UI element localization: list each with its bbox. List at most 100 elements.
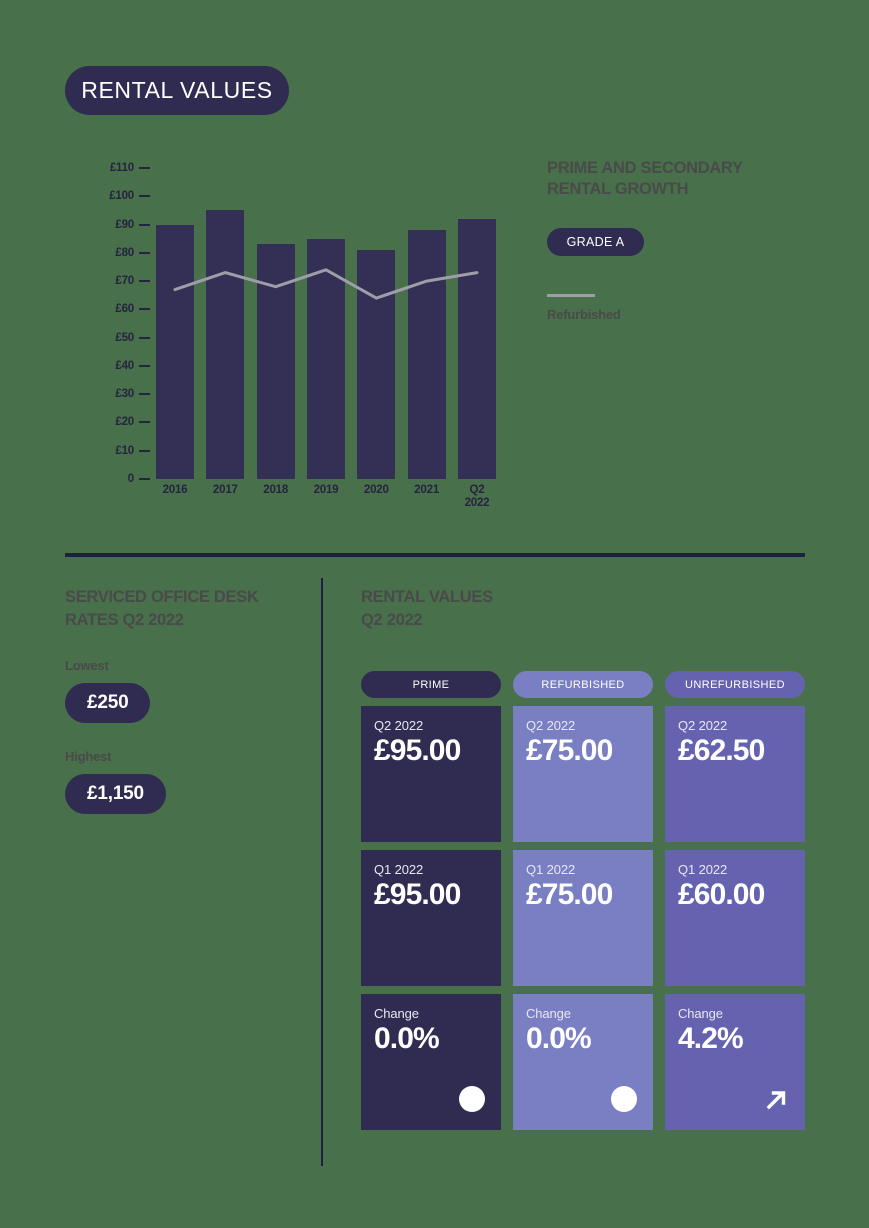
rental-growth-chart: £110 £100 £90 £80 £70 £60 £50 £40 £30 £20 £10 0 201… bbox=[90, 160, 510, 535]
column-header-label: REFURBISHED bbox=[541, 678, 625, 691]
card-value: £75.00 bbox=[526, 878, 613, 911]
arrow-up-right-icon bbox=[763, 1086, 789, 1112]
card-value: £62.50 bbox=[678, 734, 765, 767]
card-period-label: Q1 2022 bbox=[526, 862, 576, 877]
change-card: Change 4.2% bbox=[665, 994, 805, 1130]
column-header-label: UNREFURBISHED bbox=[685, 678, 785, 691]
chart-y-tick: £60 bbox=[115, 302, 150, 316]
chart-y-tick-label: £70 bbox=[115, 275, 134, 288]
chart-bar bbox=[357, 250, 396, 479]
card-value: £95.00 bbox=[374, 878, 461, 911]
legend-line-swatch-icon bbox=[547, 294, 595, 297]
chart-y-tick: £40 bbox=[115, 359, 150, 373]
chart-y-tick-dash-icon bbox=[139, 223, 150, 226]
chart-y-tick: £30 bbox=[115, 387, 150, 401]
chart-x-tick-label: Q2 2022 bbox=[458, 484, 496, 510]
current-period-card: Q2 2022 £95.00 bbox=[361, 706, 501, 842]
desk-rates-title: SERVICED OFFICE DESK RATES Q2 2022 bbox=[65, 586, 305, 632]
card-period-label: Change bbox=[374, 1006, 419, 1021]
chart-y-tick-dash-icon bbox=[139, 167, 150, 169]
card-value: 0.0% bbox=[526, 1022, 592, 1055]
chart-y-axis: £110 £100 £90 £80 £70 £60 £50 £40 £30 £20 £10 0 bbox=[90, 160, 150, 490]
page-title: RENTAL VALUES bbox=[81, 77, 273, 103]
card-period-label: Q2 2022 bbox=[374, 718, 424, 733]
highest-value: £1,150 bbox=[87, 783, 144, 804]
highest-value-badge: £1,150 bbox=[65, 774, 166, 814]
chart-y-tick-dash-icon bbox=[139, 251, 150, 254]
chart-x-tick-label: 2017 bbox=[206, 484, 244, 510]
chart-plot-area bbox=[156, 168, 496, 479]
current-period-card: Q2 2022 £75.00 bbox=[513, 706, 653, 842]
chart-x-tick-label: 2021 bbox=[408, 484, 446, 510]
chart-x-tick-label: 2020 bbox=[357, 484, 395, 510]
chart-legend-title-line1: PRIME AND SECONDARY bbox=[547, 159, 743, 177]
chart-y-tick-label: £100 bbox=[109, 190, 134, 203]
chart-y-tick: £50 bbox=[115, 331, 150, 345]
chart-x-axis: 2016 2017 2018 2019 2020 2021 Q2 2022 bbox=[156, 484, 496, 510]
chart-y-tick-dash-icon bbox=[139, 336, 150, 339]
flat-dot-icon bbox=[459, 1086, 485, 1112]
chart-y-tick-label: £90 bbox=[115, 218, 134, 231]
chart-x-tick-line1: 2016 bbox=[162, 484, 188, 496]
page-title-badge: RENTAL VALUES bbox=[65, 66, 289, 115]
flat-dot-icon bbox=[611, 1086, 637, 1112]
chart-y-tick-dash-icon bbox=[139, 280, 150, 283]
previous-period-card: Q1 2022 £60.00 bbox=[665, 850, 805, 986]
rental-values-title-line2: Q2 2022 bbox=[361, 611, 423, 629]
column-header-badge[interactable]: REFURBISHED bbox=[513, 671, 653, 698]
chart-y-tick-label: £30 bbox=[115, 388, 134, 401]
chart-x-tick-line2: 2022 bbox=[464, 497, 490, 509]
chart-y-tick-label: £50 bbox=[115, 331, 134, 344]
flat-dot-shape bbox=[459, 1086, 485, 1112]
horizontal-divider bbox=[65, 553, 805, 557]
card-period-label: Q1 2022 bbox=[678, 862, 728, 877]
legend-bar-badge: GRADE A bbox=[547, 228, 644, 256]
card-period-label: Q2 2022 bbox=[526, 718, 576, 733]
chart-y-tick-label: £20 bbox=[115, 416, 134, 429]
chart-x-tick-line1: 2019 bbox=[313, 484, 339, 496]
chart-x-tick-label: 2019 bbox=[307, 484, 345, 510]
card-value: £75.00 bbox=[526, 734, 613, 767]
card-value: 4.2% bbox=[678, 1022, 744, 1055]
previous-period-card: Q1 2022 £95.00 bbox=[361, 850, 501, 986]
rental-values-column: PRIME Q2 2022 £95.00 Q1 2022 £95.00 Change 0.0… bbox=[361, 671, 501, 1138]
chart-y-tick-label: £80 bbox=[115, 246, 134, 259]
card-value: 0.0% bbox=[374, 1022, 440, 1055]
change-card: Change 0.0% bbox=[513, 994, 653, 1130]
chart-bar bbox=[156, 224, 194, 479]
chart-legend: PRIME AND SECONDARY RENTAL GROWTH GRADE … bbox=[547, 158, 827, 322]
card-period-label: Q1 2022 bbox=[374, 862, 424, 877]
chart-y-tick-dash-icon bbox=[139, 421, 150, 424]
change-card: Change 0.0% bbox=[361, 994, 501, 1130]
card-value: £95.00 bbox=[374, 734, 461, 767]
rental-values-title-line1: RENTAL VALUES bbox=[361, 588, 493, 606]
card-period-label: Change bbox=[526, 1006, 571, 1021]
chart-legend-title-line2: RENTAL GROWTH bbox=[547, 180, 689, 198]
chart-y-tick-dash-icon bbox=[139, 195, 150, 198]
chart-legend-title: PRIME AND SECONDARY RENTAL GROWTH bbox=[547, 158, 827, 200]
legend-bar-label: GRADE A bbox=[566, 235, 625, 249]
desk-rates-title-line1: SERVICED OFFICE DESK bbox=[65, 588, 259, 606]
card-period-label: Q2 2022 bbox=[678, 718, 728, 733]
chart-y-tick: £110 bbox=[110, 161, 150, 175]
current-period-card: Q2 2022 £62.50 bbox=[665, 706, 805, 842]
chart-y-tick: 0 bbox=[128, 472, 150, 486]
lowest-label: Lowest bbox=[65, 658, 109, 673]
chart-y-tick: £20 bbox=[115, 415, 150, 429]
chart-x-tick-line1: Q2 bbox=[469, 484, 485, 496]
chart-y-tick-label: £60 bbox=[115, 303, 134, 316]
card-value: £60.00 bbox=[678, 878, 765, 911]
chart-x-tick-label: 2016 bbox=[156, 484, 194, 510]
rental-values-column: UNREFURBISHED Q2 2022 £62.50 Q1 2022 £60.00 C… bbox=[665, 671, 805, 1138]
chart-bar bbox=[407, 230, 446, 479]
chart-bar bbox=[206, 210, 245, 479]
column-header-badge[interactable]: PRIME bbox=[361, 671, 501, 698]
chart-x-tick-line1: 2021 bbox=[414, 484, 440, 496]
highest-label: Highest bbox=[65, 749, 112, 764]
flat-dot-shape bbox=[611, 1086, 637, 1112]
rental-values-section: RENTAL VALUES Q2 2022 bbox=[361, 586, 805, 632]
column-header-badge[interactable]: UNREFURBISHED bbox=[665, 671, 805, 698]
chart-x-tick-line1: 2017 bbox=[212, 484, 238, 496]
chart-y-tick-label: £110 bbox=[109, 162, 134, 174]
chart-x-tick-label: 2018 bbox=[257, 484, 295, 510]
